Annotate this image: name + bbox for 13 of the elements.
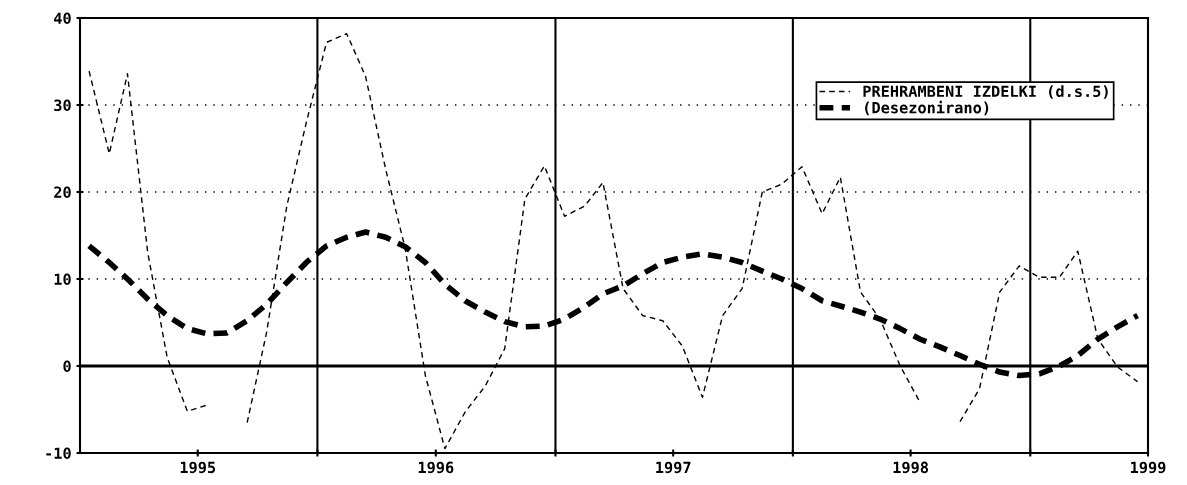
x-tick-label: 1997 [656, 461, 691, 474]
y-tick-label: 0 [63, 360, 71, 373]
y-tick-label: 30 [54, 99, 71, 112]
y-tick-label: 20 [54, 186, 71, 199]
x-tick-label: 1998 [893, 461, 929, 474]
legend-label: PREHRAMBENI IZDELKI (d.s.5) [863, 85, 1108, 99]
legend-label: (Desezonirano) [865, 100, 989, 116]
y-tick-label: 10 [54, 273, 71, 286]
x-tick-label: 1996 [418, 461, 454, 474]
x-tick-label: 1995 [180, 461, 216, 474]
y-tick-label: 40 [54, 12, 71, 25]
x-tick-label: 1999 [1131, 461, 1166, 474]
y-tick-label: -10 [46, 447, 71, 460]
